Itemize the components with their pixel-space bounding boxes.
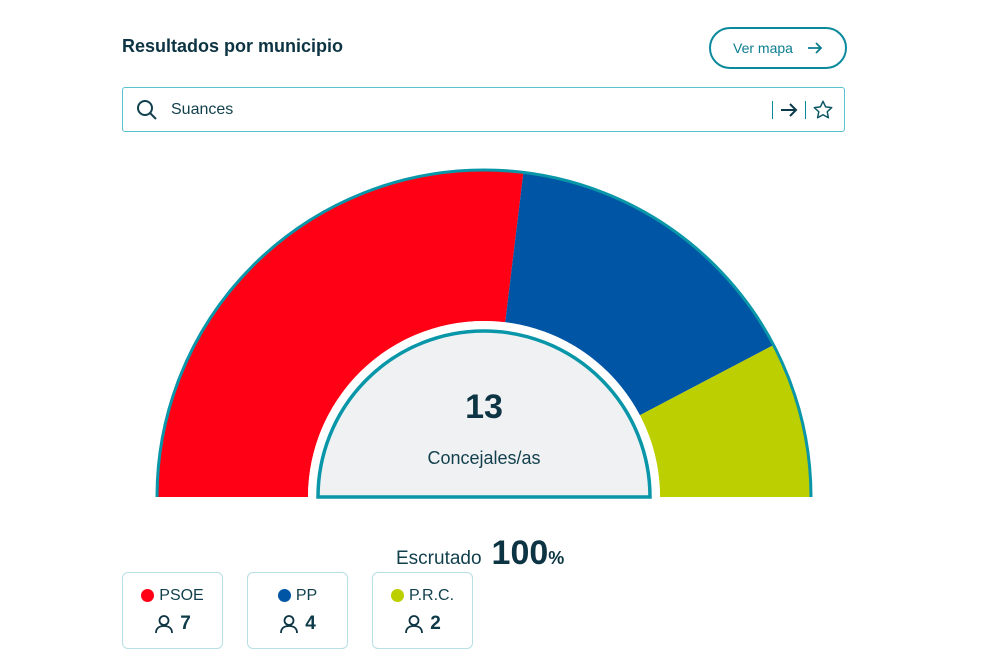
center-value: 13: [465, 388, 503, 426]
divider: [805, 100, 806, 119]
party-name: PSOE: [159, 586, 204, 604]
outer-border: [155, 168, 813, 498]
user-icon: [155, 614, 174, 633]
divider: [772, 100, 773, 119]
municipality-search: Suances: [122, 87, 845, 132]
party-card-psoe[interactable]: PSOE 7: [122, 572, 223, 649]
search-input[interactable]: Suances: [171, 100, 234, 118]
seat-count: 2: [430, 612, 441, 634]
ver-mapa-label: Ver mapa: [733, 40, 793, 56]
arrow-right-icon[interactable]: [779, 101, 799, 119]
seat-count: 7: [180, 612, 191, 634]
star-icon[interactable]: [812, 99, 834, 121]
page-title: Resultados por municipio: [122, 36, 344, 56]
center-label: Concejales/as: [427, 448, 540, 468]
ver-mapa-button[interactable]: Ver mapa: [709, 27, 847, 69]
scrutiny-number: 100: [491, 534, 549, 572]
party-card-prc[interactable]: P.R.C. 2: [372, 572, 473, 649]
segment-psoe: [157, 170, 524, 497]
party-legend: PSOE 7 PP 4 P.R.C. 2: [122, 572, 473, 649]
user-icon: [405, 614, 424, 633]
legend-dot: [390, 589, 404, 602]
user-icon: [280, 614, 299, 633]
search-icon: [137, 99, 157, 120]
seat-count: 4: [305, 612, 316, 634]
scrutiny-label: Escrutado: [396, 548, 482, 569]
center-panel: [316, 329, 652, 499]
scrutiny-value: 100%: [492, 534, 565, 573]
party-name: P.R.C.: [408, 586, 455, 604]
party-card-pp[interactable]: PP 4: [247, 572, 348, 649]
scrutiny: Escrutado 100%: [396, 534, 564, 573]
segment-prc: [639, 345, 811, 497]
legend-dot: [277, 589, 291, 602]
party-name: PP: [295, 586, 318, 604]
legend-dot: [141, 589, 155, 602]
arrow-right-icon: [807, 42, 823, 54]
scrutiny-unit: %: [548, 548, 565, 568]
segment-pp: [505, 172, 774, 416]
